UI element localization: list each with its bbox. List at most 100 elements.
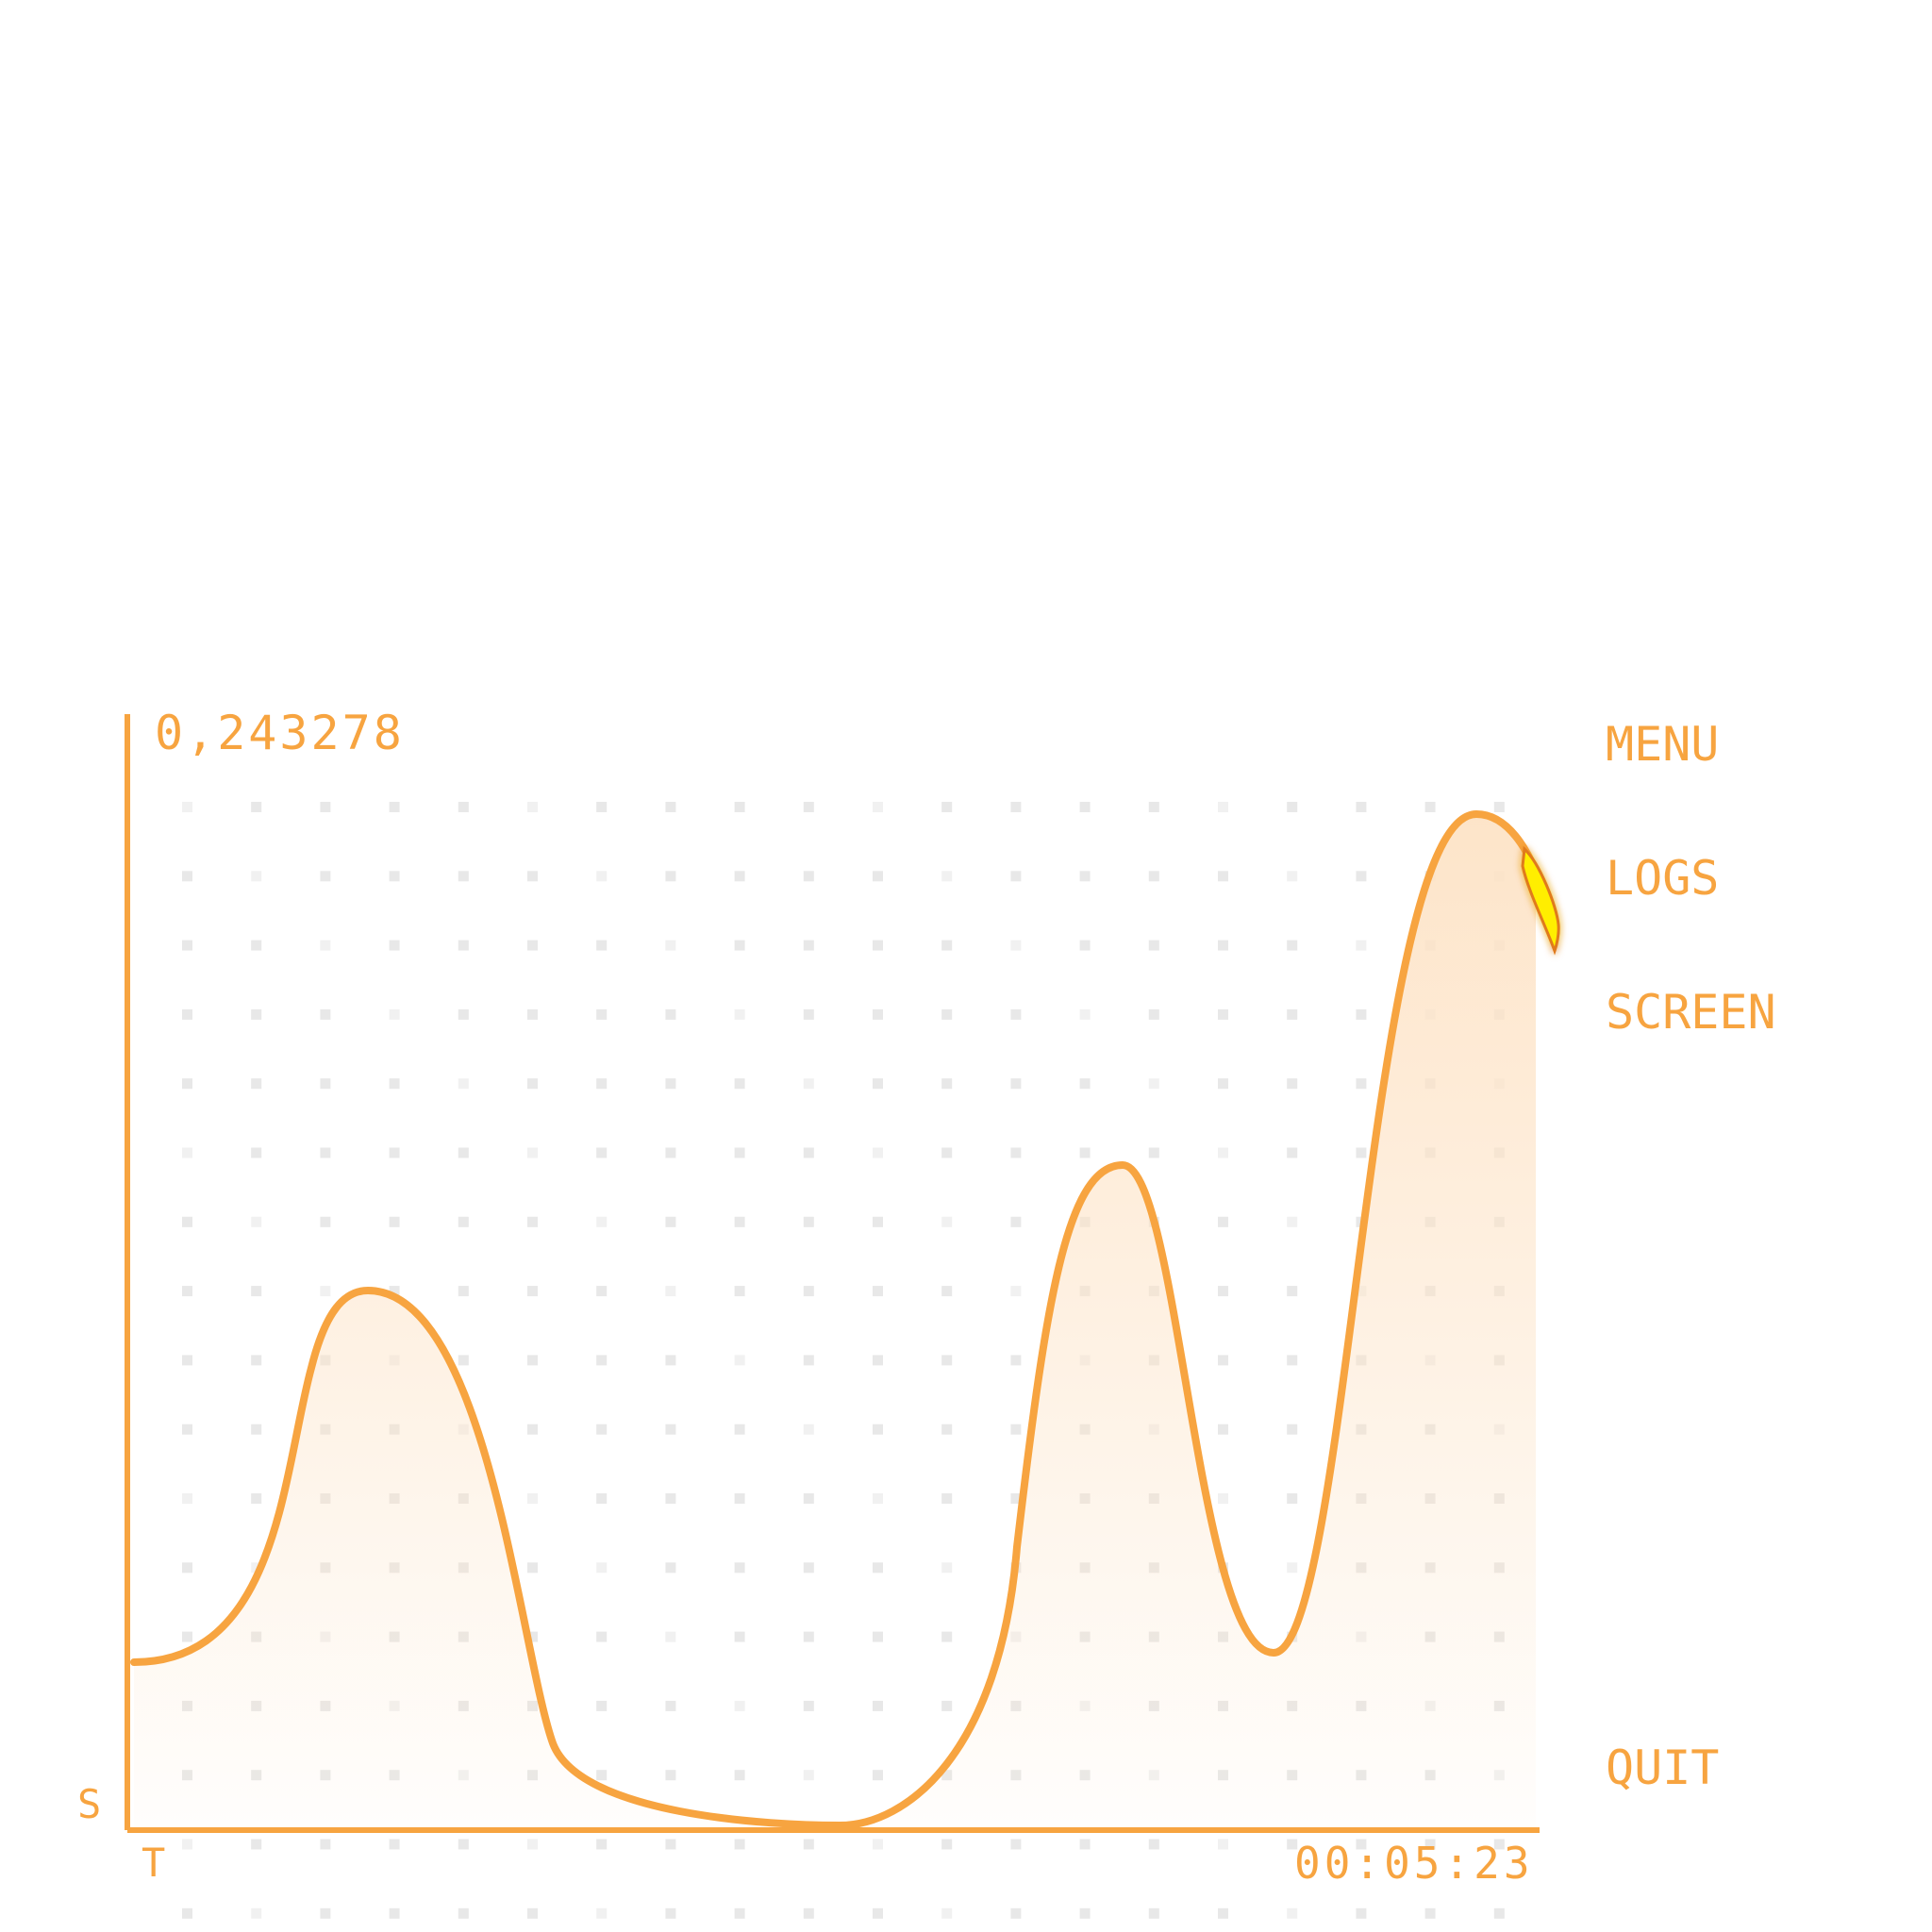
- grid-dot: [389, 1286, 400, 1297]
- grid-dot: [941, 802, 953, 812]
- grid-dot: [596, 1562, 608, 1574]
- grid-dot: [665, 1493, 676, 1504]
- grid-dot: [251, 1493, 262, 1504]
- grid-dot: [1218, 1078, 1228, 1090]
- grid-dot: [941, 1562, 953, 1574]
- grid-dot: [527, 871, 538, 882]
- grid-dot: [1218, 1147, 1228, 1158]
- grid-dot: [941, 1700, 953, 1711]
- grid-dot: [665, 1147, 676, 1158]
- grid-dot: [320, 1008, 331, 1020]
- grid-dot: [873, 1008, 883, 1020]
- grid-dot: [1010, 1907, 1022, 1919]
- grid-dot: [251, 1147, 262, 1158]
- grid-dot: [251, 1424, 262, 1435]
- grid-dot: [1287, 1355, 1298, 1366]
- grid-dot: [596, 1355, 608, 1366]
- grid-dot: [1148, 1147, 1159, 1158]
- grid-dot: [803, 1770, 814, 1781]
- grid-dot: [251, 1078, 262, 1090]
- grid-dot: [1287, 1562, 1298, 1574]
- grid-dot: [1010, 1008, 1022, 1020]
- grid-dot: [941, 871, 953, 882]
- grid-dot: [527, 1147, 538, 1158]
- grid-dot: [665, 802, 676, 812]
- grid-dot: [458, 1839, 469, 1850]
- grid-dot: [941, 1147, 953, 1158]
- grid-dot: [1356, 1907, 1367, 1919]
- grid-dot: [665, 1562, 676, 1574]
- grid-dot: [873, 1355, 883, 1366]
- grid-dot: [182, 1008, 192, 1020]
- grid-dot: [1356, 802, 1367, 812]
- grid-dot: [873, 1493, 883, 1504]
- grid-dot: [251, 1562, 262, 1574]
- grid-dot: [596, 1493, 608, 1504]
- grid-dot: [665, 1907, 676, 1919]
- grid-dot: [1010, 1147, 1022, 1158]
- grid-dot: [320, 940, 331, 951]
- grid-dot: [803, 1700, 814, 1711]
- grid-dot: [389, 1078, 400, 1090]
- grid-dot: [527, 1286, 538, 1297]
- grid-dot: [941, 1286, 953, 1297]
- grid-dot: [458, 871, 469, 882]
- grid-dot: [1010, 1839, 1022, 1850]
- grid-dot: [596, 1631, 608, 1642]
- grid-dot: [1287, 1839, 1298, 1850]
- grid-dot: [389, 940, 400, 951]
- grid-dot: [1218, 1839, 1228, 1850]
- grid-dot: [1218, 802, 1228, 812]
- grid-dot: [458, 1147, 469, 1158]
- grid-dot: [734, 1147, 745, 1158]
- grid-dot: [389, 1839, 400, 1850]
- quit-button[interactable]: QUIT: [1606, 1740, 1720, 1795]
- grid-dot: [803, 1286, 814, 1297]
- grid-dot: [734, 1493, 745, 1504]
- grid-dot: [182, 1839, 192, 1850]
- screen-button[interactable]: SCREEN: [1606, 985, 1776, 1040]
- grid-dot: [389, 1907, 400, 1919]
- grid-dot: [873, 1078, 883, 1090]
- grid-dot: [1218, 1355, 1228, 1366]
- grid-dot: [941, 940, 953, 951]
- grid-dot: [320, 1839, 331, 1850]
- grid-dot: [734, 1907, 745, 1919]
- grid-dot: [596, 871, 608, 882]
- grid-dot: [182, 1147, 192, 1158]
- grid-dot: [665, 1770, 676, 1781]
- grid-dot: [873, 1424, 883, 1435]
- grid-dot: [251, 1008, 262, 1020]
- grid-dot: [596, 1424, 608, 1435]
- grid-dot: [803, 1355, 814, 1366]
- grid-dot: [1218, 1008, 1228, 1020]
- grid-dot: [596, 1147, 608, 1158]
- grid-dot: [734, 1770, 745, 1781]
- grid-dot: [1287, 1078, 1298, 1090]
- menu-button[interactable]: MENU: [1606, 717, 1720, 772]
- grid-dot: [1287, 1008, 1298, 1020]
- grid-dot: [1424, 1839, 1436, 1850]
- grid-dot: [665, 940, 676, 951]
- grid-dot: [251, 1216, 262, 1227]
- grid-dot: [665, 1216, 676, 1227]
- grid-dot: [1010, 871, 1022, 882]
- grid-dot: [803, 1493, 814, 1504]
- grid-dot: [665, 1286, 676, 1297]
- grid-dot: [1356, 1008, 1367, 1020]
- grid-dot: [458, 940, 469, 951]
- grid-dot: [1287, 1424, 1298, 1435]
- grid-dot: [873, 1286, 883, 1297]
- grid-dot: [1079, 802, 1091, 812]
- grid-dot: [251, 940, 262, 951]
- grid-dot: [1079, 940, 1091, 951]
- grid-dot: [665, 1424, 676, 1435]
- logs-button[interactable]: LOGS: [1606, 851, 1720, 906]
- grid-dot: [182, 1562, 192, 1574]
- score-readout: 0,243278: [155, 706, 405, 760]
- x-axis-label: T: [142, 1840, 166, 1886]
- grid-dot: [1079, 871, 1091, 882]
- grid-dot: [527, 1078, 538, 1090]
- grid-dot: [182, 1286, 192, 1297]
